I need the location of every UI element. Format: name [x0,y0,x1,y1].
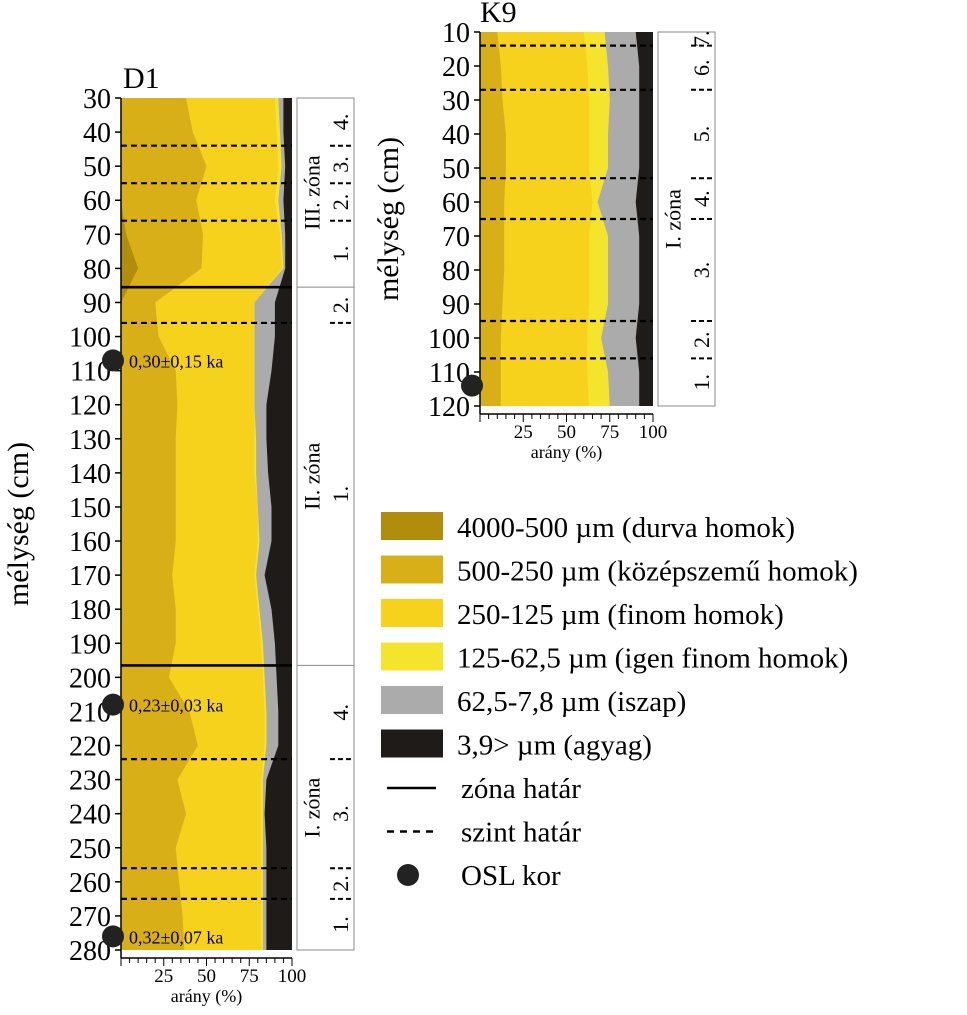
y-tick-label: 270 [69,902,111,933]
y-tick-label: 180 [69,595,111,626]
y-tick-label: 200 [69,663,111,694]
y-tick-label: 230 [69,766,111,797]
level-label: 1. [328,916,353,933]
legend-label: 500-250 µm (középszemű homok) [457,556,858,588]
x-tick-label: 25 [514,422,533,443]
y-tick-label: 60 [83,186,111,217]
x-tick-label: 100 [639,422,668,443]
y-tick-label: 190 [69,629,111,660]
y-tick-label: 150 [69,493,111,524]
x-tick-label: 75 [240,966,259,987]
y-tick-label: 30 [83,84,111,115]
level-label: 4. [328,114,353,131]
zone-label: II. zóna [300,442,325,509]
y-tick-label: 260 [69,868,111,899]
y-tick-label: 100 [428,324,470,355]
y-tick-label: 140 [69,459,111,490]
chart-title: D1 [123,62,160,95]
osl-point [102,349,124,372]
osl-age-label: 0,32±0,07 ka [129,927,223,947]
level-label: 4. [328,704,353,721]
legend-label: zóna határ [461,773,581,805]
y-tick-label: 40 [442,120,470,151]
legend-swatch [381,729,443,758]
zone-label: I. zóna [661,189,686,249]
y-tick-label: 10 [442,18,470,49]
y-tick-label: 90 [442,290,470,321]
legend-swatch [381,512,443,540]
legend-swatch [381,686,443,714]
y-tick-label: 120 [69,391,111,422]
legend-swatch [381,642,443,671]
x-axis-label: arány (%) [531,442,602,463]
x-tick-label: 75 [600,422,619,443]
zone-label: III. zóna [300,155,325,230]
legend-label: 4000-500 µm (durva homok) [457,512,795,544]
legend-dot [397,864,419,886]
level-label: 1. [328,246,353,263]
zone-label: I. zóna [300,778,325,838]
legend-label: 125-62,5 µm (igen finom homok) [457,643,848,675]
legend-label: szint határ [461,817,581,849]
x-tick-label: 50 [557,422,576,443]
level-label: 3. [689,262,714,279]
level-label: 4. [689,190,714,207]
osl-age-label: 0,23±0,03 ka [129,696,223,716]
legend-label: 3,9> µm (agyag) [457,730,652,762]
level-label: 2. [328,297,353,314]
level-label: 1. [328,486,353,503]
y-tick-label: 50 [442,154,470,185]
level-label: 7. [689,31,714,48]
legend-swatch [381,599,443,627]
x-tick-label: 50 [197,966,216,987]
y-axis-label: mélység (cm) [372,137,405,301]
layer-medium [121,98,207,950]
y-axis-label: mélység (cm) [2,442,35,606]
y-tick-label: 100 [69,323,111,354]
y-tick-label: 160 [69,527,111,558]
y-tick-label: 20 [442,52,470,83]
level-label: 3. [328,805,353,822]
level-label: 6. [689,59,714,76]
x-tick-label: 25 [154,966,173,987]
y-tick-label: 120 [428,392,470,423]
y-tick-label: 40 [83,118,111,149]
legend-label: 250-125 µm (finom homok) [457,599,784,631]
y-tick-label: 80 [442,256,470,287]
level-label: 2. [689,331,714,348]
legend-label: OSL kor [461,860,561,892]
osl-age-label: 0,30±0,15 ka [129,351,223,371]
level-label: 2. [328,875,353,892]
y-tick-label: 220 [69,732,111,763]
osl-point [461,374,483,397]
legend-label: 62,5-7,8 µm (iszap) [457,686,686,718]
osl-point [102,925,124,948]
layer-fine [480,32,593,406]
y-tick-label: 50 [83,152,111,183]
y-tick-label: 30 [442,86,470,117]
y-tick-label: 170 [69,561,111,592]
legend: 4000-500 µm (durva homok) 500-250 µm (köz… [381,512,858,892]
level-label: 3. [328,156,353,173]
y-tick-label: 130 [69,425,111,456]
y-tick-label: 70 [442,222,470,253]
y-tick-label: 240 [69,800,111,831]
layer-coarse [121,98,139,950]
osl-point [102,693,124,716]
level-label: 2. [328,194,353,211]
y-tick-label: 80 [83,254,111,285]
level-label: 1. [689,374,714,391]
level-label: 5. [689,126,714,143]
y-tick-label: 70 [83,220,111,251]
legend-swatch [381,555,443,584]
x-tick-label: 100 [278,966,307,987]
x-axis-label: arány (%) [171,986,242,1007]
chart-title: K9 [480,0,517,29]
y-tick-label: 90 [83,288,111,319]
y-tick-label: 60 [442,188,470,219]
y-tick-label: 250 [69,834,111,865]
